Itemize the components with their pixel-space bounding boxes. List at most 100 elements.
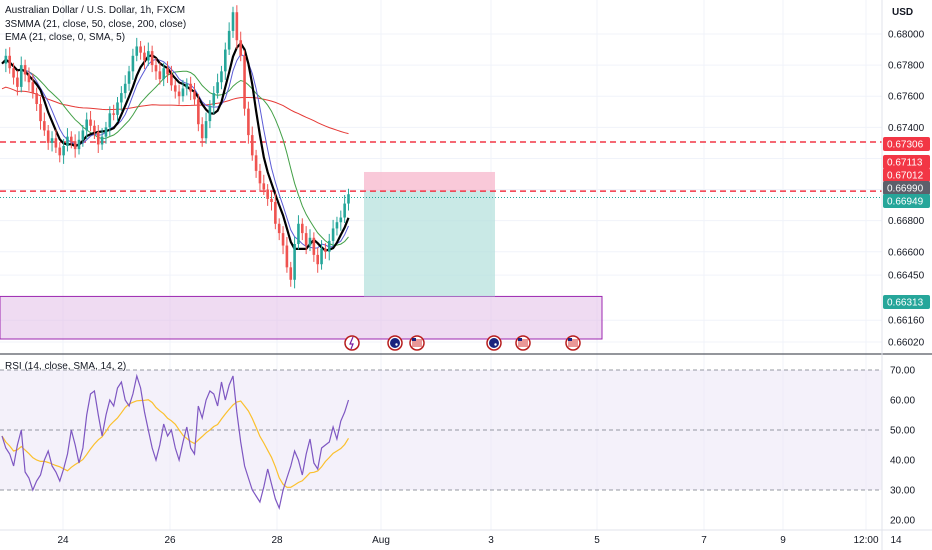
rsi-tick-label: 60.00	[890, 396, 915, 407]
rsi-line	[1, 373, 350, 510]
candle-body	[104, 127, 108, 137]
lightning-shape	[349, 336, 354, 350]
candle-body	[139, 46, 142, 53]
us-flag-icon[interactable]	[565, 335, 581, 351]
candle-body	[293, 244, 296, 280]
price-badge	[883, 295, 930, 309]
candle-body	[108, 113, 112, 128]
candle-body	[158, 71, 162, 80]
legend-ema[interactable]: EMA (21, close, 0, SMA, 5)	[5, 32, 125, 43]
candle-body	[339, 217, 343, 223]
flag-canton	[518, 338, 522, 341]
candle-body	[116, 102, 119, 115]
candle-body	[239, 40, 242, 56]
candle-body	[224, 49, 227, 72]
position-target-area	[364, 191, 495, 297]
candle-body	[39, 104, 42, 122]
candle-body	[19, 65, 23, 87]
price-tick-label: 0.67400	[888, 123, 925, 134]
candle-body	[177, 91, 181, 97]
au-flag-icon[interactable]	[387, 335, 403, 351]
candle-body	[154, 65, 158, 72]
candle-body	[46, 130, 50, 143]
time-tick-label: Aug	[372, 535, 390, 546]
candle-body	[185, 83, 189, 89]
lightning-icon[interactable]	[344, 335, 360, 351]
flag-star	[395, 343, 398, 346]
price-badge-label: 0.67012	[887, 171, 924, 182]
candles	[4, 5, 350, 289]
time-tick-label: 26	[164, 535, 176, 546]
sma-21-line	[1, 53, 349, 249]
legend-3smma[interactable]: 3SMMA (21, close, 50, close, 200, close)	[5, 19, 186, 30]
price-tick-label: 0.68000	[888, 30, 925, 41]
legend-rsi[interactable]: RSI (14, close, SMA, 14, 2)	[5, 361, 126, 372]
candle-body	[312, 237, 316, 255]
candle-body	[266, 189, 269, 199]
us-flag-icon[interactable]	[409, 335, 425, 351]
event-markers[interactable]	[344, 335, 581, 351]
candle-body	[127, 71, 131, 84]
candle-body	[285, 245, 289, 268]
candle-body	[289, 267, 293, 280]
candle-body	[258, 170, 262, 184]
candle-body	[66, 136, 69, 146]
candle-body	[123, 83, 127, 94]
candle-body	[277, 223, 281, 234]
price-badge	[883, 168, 930, 182]
candle-body	[281, 233, 285, 246]
candle-body	[335, 222, 339, 229]
candle-body	[143, 52, 146, 61]
price-tick-label: 0.66600	[888, 247, 925, 258]
candle-body	[343, 203, 346, 218]
flag-canton	[412, 338, 416, 341]
price-tick-label: 0.66800	[888, 216, 925, 227]
candle-body	[250, 135, 254, 156]
candle-body	[220, 71, 223, 83]
candle-body	[227, 30, 231, 50]
drawing-layer[interactable]	[0, 141, 882, 340]
price-badge	[883, 181, 930, 195]
candle-body	[81, 130, 85, 140]
candle-body	[262, 183, 266, 190]
price-badge	[883, 155, 930, 169]
candle-body	[12, 68, 15, 78]
candle-body	[50, 138, 54, 143]
candle-body	[170, 74, 173, 86]
candle-body	[16, 77, 19, 87]
sma-50-line	[1, 59, 349, 246]
candle-body	[23, 65, 27, 75]
price-badge-label: 0.67306	[887, 140, 924, 151]
candle-body	[166, 68, 169, 75]
candle-body	[43, 121, 46, 131]
candle-body	[308, 237, 312, 246]
candle-body	[120, 93, 123, 103]
moving-averages	[1, 41, 350, 252]
time-tick-label: 24	[57, 535, 69, 546]
candle-body	[181, 88, 185, 97]
us-flag-icon[interactable]	[515, 335, 531, 351]
candle-body	[347, 194, 350, 204]
candle-body	[162, 68, 165, 80]
price-tick-label: 0.67800	[888, 61, 925, 72]
currency-label[interactable]: USD	[892, 7, 913, 18]
candle-body	[254, 155, 258, 171]
rsi-tick-label: 30.00	[890, 486, 915, 497]
candle-body	[58, 147, 62, 156]
candle-body	[173, 85, 177, 92]
rsi-tick-label: 50.00	[890, 426, 915, 437]
flag-canton	[568, 338, 572, 341]
rsi-tick-label: 20.00	[890, 516, 915, 527]
candle-body	[231, 12, 235, 31]
candle-body	[301, 223, 304, 234]
candle-body	[96, 132, 100, 145]
event-marker-ring	[344, 335, 360, 351]
candle-body	[8, 55, 11, 69]
candle-body	[270, 198, 273, 202]
au-flag-icon[interactable]	[486, 335, 502, 351]
time-tick-label: 7	[701, 535, 707, 546]
candle-body	[31, 82, 35, 94]
candle-body	[200, 124, 204, 139]
candle-body	[197, 99, 200, 125]
